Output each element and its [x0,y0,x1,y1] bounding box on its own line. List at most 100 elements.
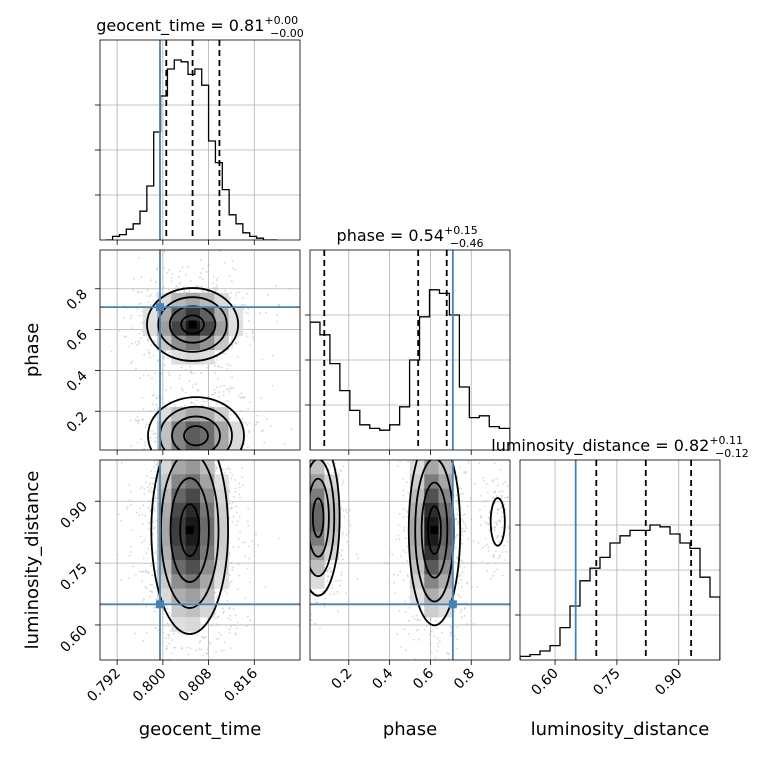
density-cell [171,588,187,604]
scatter-point [237,336,239,339]
scatter-point [333,435,335,437]
scatter-point [240,303,243,306]
scatter-point [286,438,288,440]
panel-1-1: phase = 0.54+0.15 −0.46 [305,224,511,455]
scatter-point [308,410,310,412]
scatter-point [121,460,123,462]
scatter-point [181,266,184,269]
scatter-point [503,503,506,506]
scatter-point [142,408,145,411]
scatter-point [88,324,90,326]
scatter-point [229,477,231,479]
scatter-point [404,537,407,540]
scatter-point [340,507,343,510]
scatter-point [188,457,190,459]
panel-frame [99,39,301,241]
scatter-point [149,595,152,598]
scatter-point [216,596,218,599]
scatter-point [306,501,308,503]
scatter-point [349,524,351,527]
scatter-point [257,544,259,547]
contour-line [169,477,210,583]
scatter-point [292,578,294,580]
scatter-point [150,590,153,593]
scatter-point [148,705,150,707]
scatter-point [154,281,157,283]
scatter-point [467,462,470,465]
scatter-point [129,545,132,548]
scatter-point [397,534,400,537]
x-tick-label: 0.8 [451,666,478,693]
scatter-point [444,456,446,458]
scatter-point [246,615,249,618]
scatter-point [290,442,292,444]
scatter-point [496,495,499,498]
scatter-point [326,423,328,425]
scatter-point [427,446,429,448]
scatter-point [200,648,203,651]
scatter-point [326,569,329,572]
scatter-point [315,601,318,604]
scatter-point [132,439,134,441]
scatter-point [461,616,463,618]
scatter-point [147,337,149,340]
scatter-point [122,316,125,319]
scatter-point [231,267,234,270]
scatter-point [433,444,435,446]
scatter-point [476,586,478,588]
scatter-point [163,453,165,455]
scatter-point [215,458,217,460]
scatter-point [303,453,305,455]
scatter-point [430,618,433,620]
scatter-point [241,417,244,420]
scatter-point [486,543,489,546]
scatter-point [403,526,406,529]
scatter-point [167,372,170,374]
scatter-point [279,542,281,544]
scatter-point [497,484,499,487]
density-cell [171,321,187,337]
scatter-point [229,606,231,609]
scatter-point [228,364,231,367]
scatter-point [120,578,122,581]
scatter-point [415,614,418,617]
scatter-point [422,436,424,438]
scatter-point [229,366,231,368]
scatter-point [246,520,249,523]
scatter-point [408,606,411,609]
scatter-point [438,456,440,458]
scatter-point [338,441,340,443]
scatter-point [165,389,167,392]
scatter-point [493,553,496,556]
scatter-point [135,573,137,576]
scatter-point [334,455,336,457]
scatter-point [342,465,345,468]
scatter-point [417,638,420,641]
scatter-point [106,463,108,465]
scatter-point [311,455,313,457]
scatter-point [138,291,140,294]
panel-title: luminosity_distance = 0.82+0.11 −0.12 [491,434,749,460]
scatter-point [465,582,468,585]
scatter-point [402,508,405,511]
scatter-point [239,453,241,455]
scatter-point [393,581,395,584]
scatter-point [248,422,251,424]
scatter-point [199,639,202,642]
scatter-point [201,285,204,288]
scatter-point [149,666,151,668]
scatter-point [170,280,173,283]
scatter-point [238,516,241,518]
scatter-point [164,624,167,627]
scatter-point [231,376,233,379]
scatter-point [403,628,406,630]
scatter-point [214,458,216,460]
scatter-point [229,554,231,556]
density-cell [200,307,215,322]
scatter-point [142,504,145,507]
scatter-point [465,527,468,529]
scatter-point [154,497,157,500]
scatter-point [316,441,318,443]
scatter-point [293,576,295,578]
scatter-point [494,462,496,465]
